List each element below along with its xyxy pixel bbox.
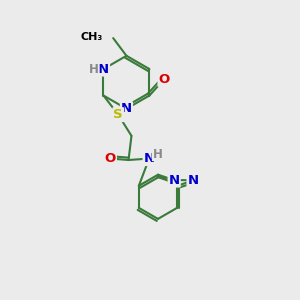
Text: S: S (113, 108, 123, 121)
Text: H: H (89, 62, 99, 76)
Text: N: N (169, 173, 180, 187)
Text: N: N (121, 102, 132, 115)
Text: N: N (98, 62, 109, 76)
Text: N: N (144, 152, 155, 165)
Text: N: N (188, 174, 199, 187)
Text: O: O (105, 152, 116, 165)
Text: CH₃: CH₃ (81, 32, 103, 42)
Text: O: O (158, 73, 170, 86)
Text: S: S (188, 174, 197, 187)
Text: H: H (152, 148, 162, 160)
